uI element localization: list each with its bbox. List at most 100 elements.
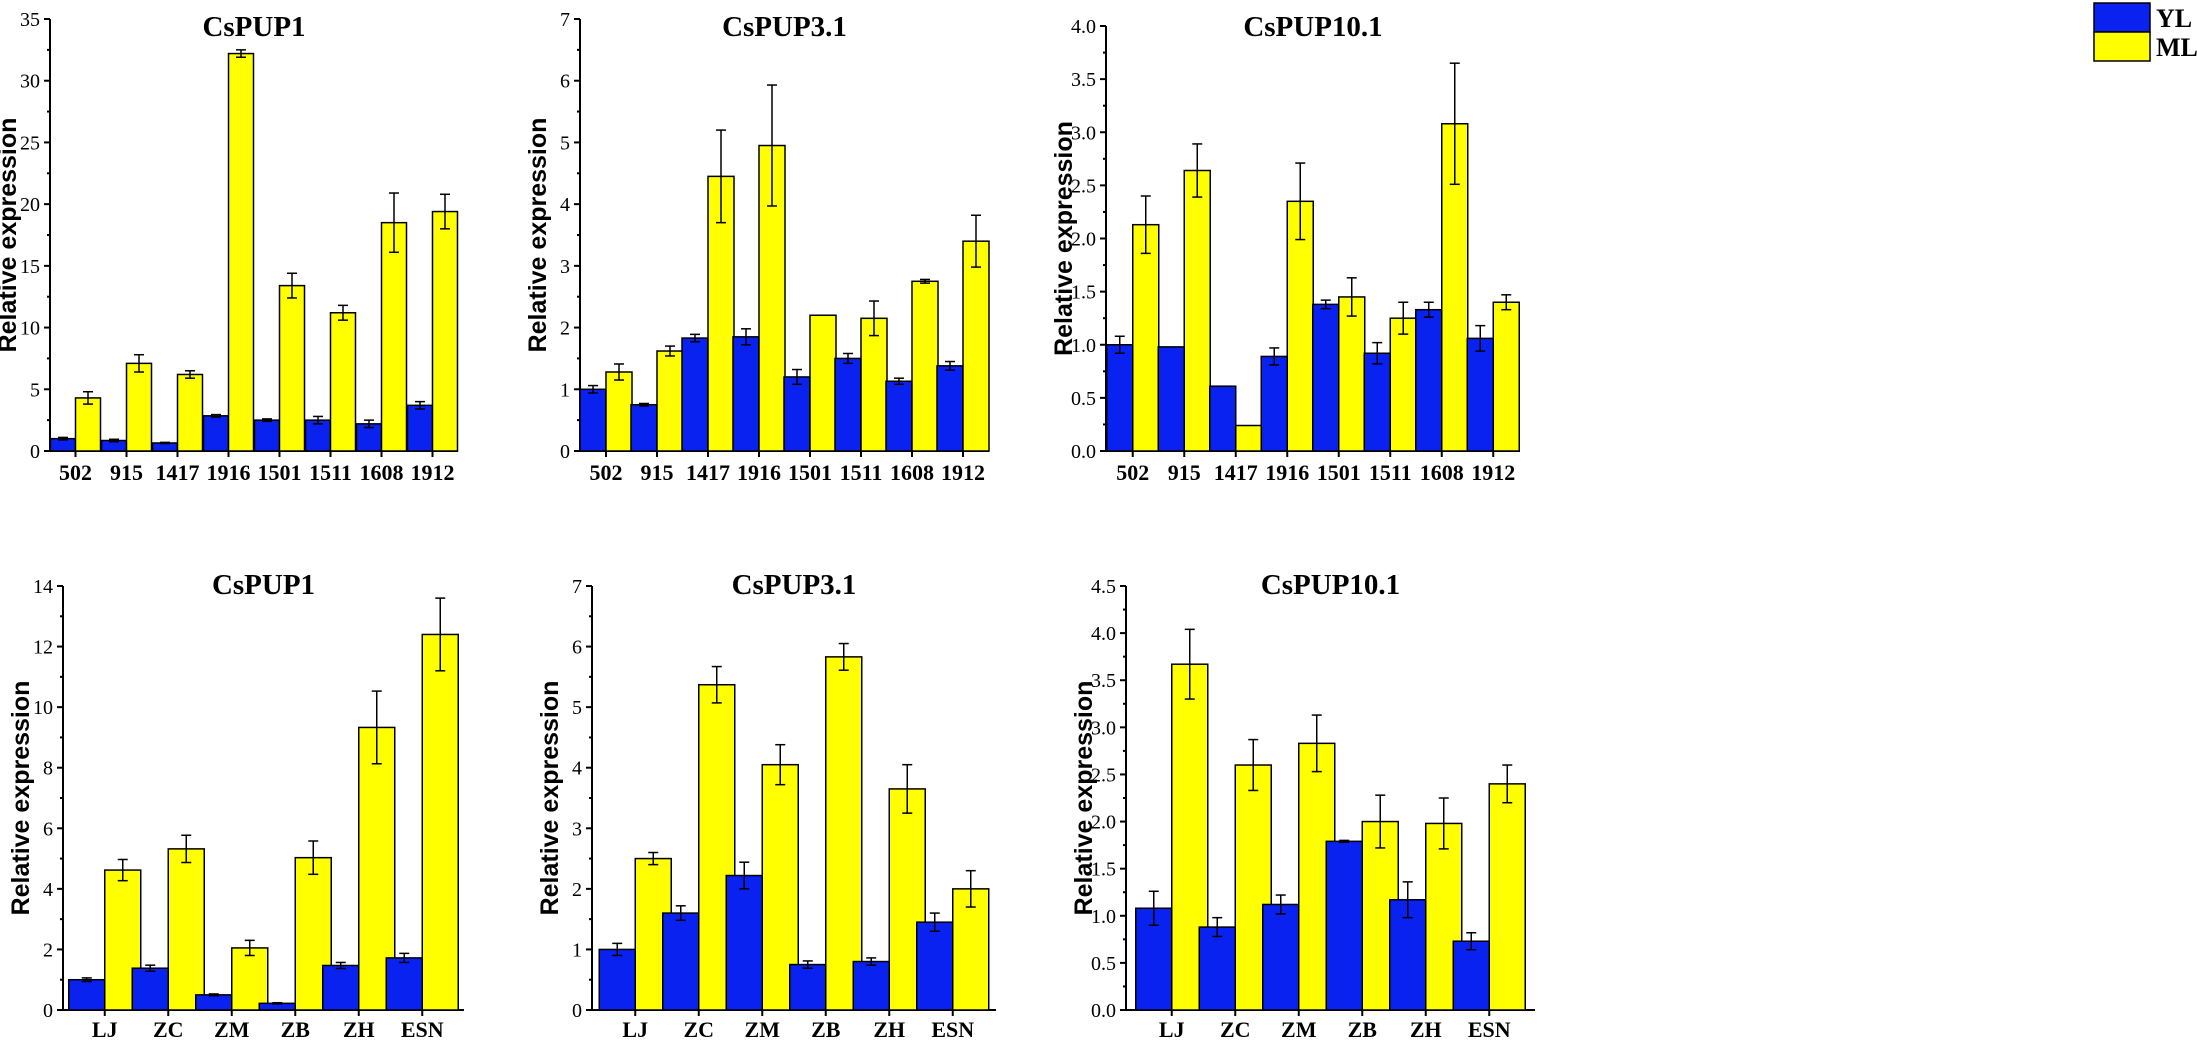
chart-panel-3: CsPUP10.1 Relative expression 0.0 0.5 1.0 1.5… bbox=[1050, 11, 1520, 485]
y-tick-label: 15 bbox=[20, 256, 40, 278]
x-tick-label: 502 bbox=[59, 460, 92, 485]
bar-yl-1916 bbox=[202, 415, 230, 452]
y-tick-label: 2.5 bbox=[1091, 764, 1116, 786]
bar-yl-zm bbox=[195, 994, 233, 1011]
x-tick-label: ZM bbox=[745, 1017, 781, 1040]
bar-yl-zh bbox=[322, 964, 360, 1011]
bar-yl-1608 bbox=[1415, 308, 1443, 452]
y-tick-label: 10 bbox=[33, 697, 53, 719]
y-axis-label: Relative expression bbox=[0, 118, 22, 353]
y-tick-label: 8 bbox=[43, 758, 53, 780]
x-tick-label: 1417 bbox=[156, 460, 200, 485]
legend-label-yl: YL bbox=[2156, 4, 2192, 33]
x-tick-label: 915 bbox=[641, 460, 674, 485]
bar-ml-915 bbox=[1183, 169, 1211, 452]
bar-yl-1501 bbox=[253, 419, 281, 452]
bar-yl-502 bbox=[1106, 344, 1134, 452]
bar-ml-1501 bbox=[1338, 296, 1366, 452]
bar-yl-1912 bbox=[406, 404, 434, 452]
bar-yl-zb bbox=[1325, 840, 1363, 1011]
y-tick-label: 2 bbox=[560, 318, 570, 340]
y-tick-label: 0 bbox=[43, 1000, 53, 1022]
bar-ml-502 bbox=[605, 371, 633, 452]
y-tick-label: 12 bbox=[33, 637, 53, 659]
y-tick-label: 1 bbox=[560, 379, 570, 401]
y-tick-label: 2.0 bbox=[1091, 812, 1116, 834]
bar-yl-1511 bbox=[834, 357, 862, 452]
chart-panel-6: CsPUP10.1 Relative expression 0.0 0.5 1.0 1.5… bbox=[1070, 569, 1535, 1040]
bar-yl-lj bbox=[598, 948, 636, 1011]
bar-yl-zb bbox=[789, 963, 827, 1011]
x-tick-label: LJ bbox=[1159, 1017, 1185, 1040]
x-tick-label: 1608 bbox=[360, 460, 404, 485]
y-tick-label: 0 bbox=[30, 441, 40, 463]
x-tick-label: 1608 bbox=[890, 460, 934, 485]
y-tick-label: 6 bbox=[43, 818, 53, 840]
bar-yl-1501 bbox=[783, 376, 811, 452]
bar-ml-zm bbox=[231, 947, 269, 1011]
bar-yl-zm bbox=[725, 874, 763, 1011]
bar-ml-1912 bbox=[962, 240, 990, 452]
bar-yl-zc bbox=[131, 967, 169, 1011]
x-tick-label: 1511 bbox=[1369, 460, 1412, 485]
bar-yl-1417 bbox=[1209, 385, 1237, 452]
bar-ml-1608 bbox=[911, 280, 939, 452]
bar-yl-1916 bbox=[1260, 355, 1288, 452]
legend-label-ml: ML bbox=[2156, 33, 2197, 62]
chart-title: CsPUP10.1 bbox=[1243, 11, 1382, 43]
x-tick-label: 1501 bbox=[788, 460, 832, 485]
y-tick-label: 0 bbox=[560, 441, 570, 463]
x-tick-label: ZB bbox=[811, 1017, 841, 1040]
bar-yl-1501 bbox=[1312, 303, 1340, 452]
bar-ml-502 bbox=[74, 397, 102, 452]
y-axis-label: Relative expression bbox=[536, 681, 564, 916]
bar-yl-1912 bbox=[1466, 337, 1494, 452]
y-tick-label: 0.0 bbox=[1091, 1000, 1116, 1022]
chart-title: CsPUP1 bbox=[212, 569, 315, 601]
x-tick-label: 915 bbox=[110, 460, 143, 485]
bar-yl-1912 bbox=[936, 365, 964, 452]
bar-ml-502 bbox=[1132, 223, 1160, 452]
y-tick-label: 5 bbox=[560, 132, 570, 154]
y-tick-label: 5 bbox=[572, 697, 582, 719]
x-tick-label: 1912 bbox=[411, 460, 455, 485]
x-tick-label: ESN bbox=[931, 1017, 974, 1040]
bar-ml-1501 bbox=[809, 314, 837, 452]
y-tick-label: 1.0 bbox=[1071, 335, 1096, 357]
y-tick-label: 4.5 bbox=[1091, 576, 1116, 598]
y-tick-label: 4.0 bbox=[1071, 16, 1096, 38]
y-axis-label: Relative expression bbox=[1070, 681, 1098, 916]
bar-ml-1916 bbox=[1286, 200, 1314, 452]
y-tick-label: 7 bbox=[560, 9, 570, 31]
x-tick-label: ESN bbox=[401, 1017, 444, 1040]
y-tick-label: 7 bbox=[572, 576, 582, 598]
bar-yl-esn bbox=[1452, 940, 1490, 1011]
x-tick-label: ZM bbox=[214, 1017, 250, 1040]
bar-ml-1912 bbox=[1492, 301, 1520, 452]
x-tick-label: ZB bbox=[281, 1017, 311, 1040]
y-axis-label: Relative expression bbox=[1050, 121, 1078, 356]
bar-ml-1511 bbox=[1389, 317, 1417, 452]
bar-ml-zb bbox=[825, 656, 863, 1011]
y-tick-label: 2.0 bbox=[1071, 229, 1096, 251]
y-tick-label: 1 bbox=[572, 939, 582, 961]
bar-yl-zh bbox=[852, 960, 890, 1011]
chart-title: CsPUP10.1 bbox=[1261, 569, 1400, 601]
bar-ml-1511 bbox=[329, 312, 357, 452]
y-tick-label: 1.0 bbox=[1091, 906, 1116, 928]
chart-title: CsPUP3.1 bbox=[732, 569, 857, 601]
bar-yl-1511 bbox=[1363, 352, 1391, 452]
legend: YL ML bbox=[2093, 2, 2197, 62]
bar-yl-915 bbox=[630, 403, 658, 452]
bar-yl-1417 bbox=[681, 337, 709, 452]
x-tick-label: 1912 bbox=[941, 460, 985, 485]
y-tick-label: 4 bbox=[560, 194, 570, 216]
x-tick-label: 502 bbox=[1116, 460, 1149, 485]
bar-yl-1608 bbox=[885, 380, 913, 452]
bar-yl-502 bbox=[579, 388, 607, 452]
x-tick-label: 1608 bbox=[1420, 460, 1464, 485]
bar-yl-1916 bbox=[732, 336, 760, 452]
chart-panel-2: CsPUP3.1 Relative expression 0 1 2 3 4 5 6 7 502 91… bbox=[524, 9, 990, 485]
y-tick-label: 2 bbox=[572, 879, 582, 901]
bar-ml-1417 bbox=[176, 373, 204, 452]
